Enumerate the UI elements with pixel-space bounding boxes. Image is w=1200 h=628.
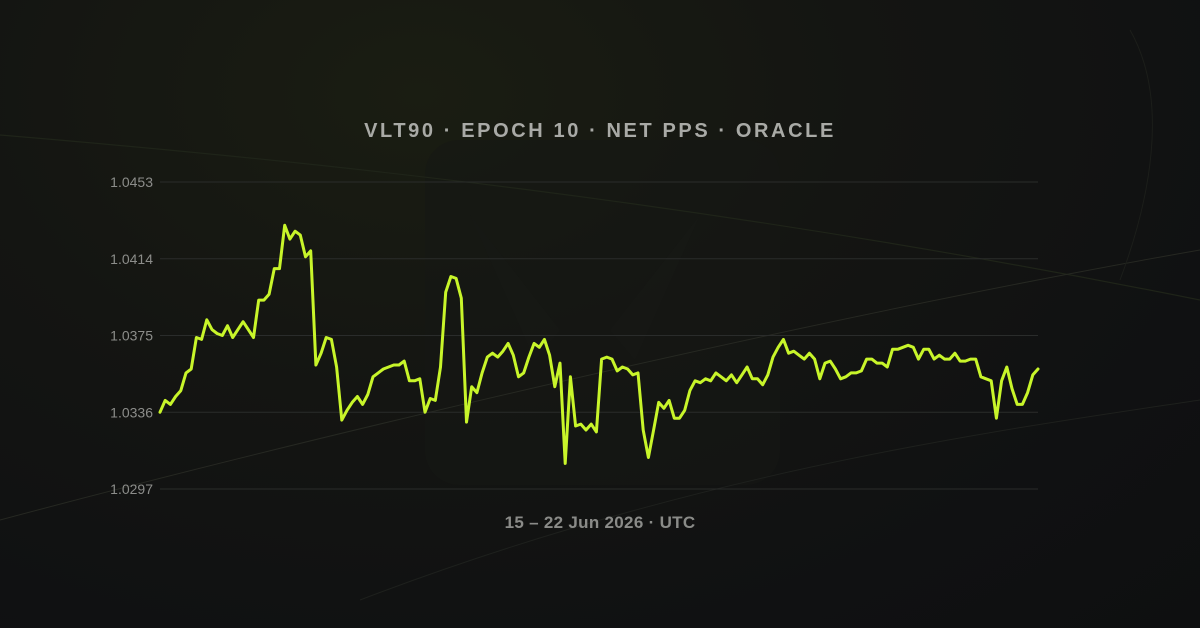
decorative-curve-bottom xyxy=(359,399,1200,601)
watermark-logo xyxy=(470,215,700,360)
y-tick-label: 1.0414 xyxy=(110,251,153,267)
chart-title: VLT90 · EPOCH 10 · NET PPS · ORACLE xyxy=(364,120,836,142)
y-tick-label: 1.0336 xyxy=(110,404,153,420)
series-line xyxy=(158,223,1040,465)
y-axis-tick-labels: 1.0453 1.0414 1.0375 1.0336 1.0297 xyxy=(110,174,153,497)
y-tick-label: 1.0297 xyxy=(110,481,153,497)
decorative-curve-middle xyxy=(0,249,1200,521)
y-tick-label: 1.0453 xyxy=(110,174,153,190)
decorative-curve-right xyxy=(1119,29,1153,281)
y-tick-label: 1.0375 xyxy=(110,328,153,344)
grid xyxy=(160,181,1038,490)
x-axis-label: 15 – 22 Jun 2026 · UTC xyxy=(504,513,696,532)
decorative-curve-top xyxy=(0,134,1200,301)
